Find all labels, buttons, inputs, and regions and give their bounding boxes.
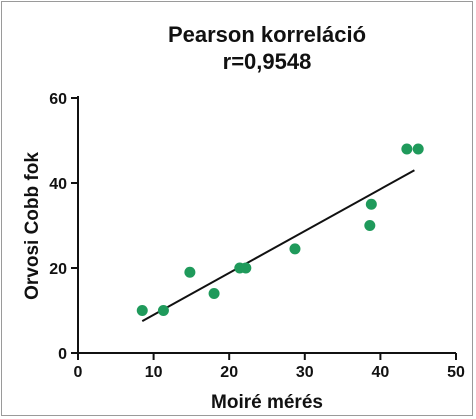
y-tick-label: 40 [49, 176, 67, 193]
x-tick-label: 30 [296, 364, 314, 381]
y-axis-label: Orvosi Cobb fok [22, 152, 43, 300]
x-tick-label: 50 [447, 364, 465, 381]
regression-line [141, 169, 415, 322]
chart-subtitle: r=0,9548 [223, 49, 312, 74]
data-point [208, 288, 220, 299]
axes-group: 0 10 20 30 40 50 0 20 40 60 [49, 91, 465, 381]
data-point [289, 243, 301, 255]
marks-group [136, 143, 424, 322]
data-point [364, 220, 376, 231]
x-tick-label: 10 [145, 364, 163, 381]
data-point [184, 266, 196, 278]
y-tick-label: 20 [49, 261, 67, 278]
chart-title: Pearson korreláció [168, 22, 366, 47]
x-axis-label: Moiré mérés [211, 392, 323, 413]
y-tick-label: 0 [58, 346, 67, 363]
data-point [157, 305, 169, 316]
data-point [412, 143, 424, 155]
x-tick-label: 0 [74, 364, 83, 381]
data-point [136, 305, 148, 316]
x-tick-label: 20 [220, 364, 238, 381]
data-point [365, 198, 377, 210]
data-point [401, 143, 413, 155]
y-tick-label: 60 [49, 91, 67, 108]
x-tick-label: 40 [372, 364, 390, 381]
data-point [240, 262, 252, 274]
